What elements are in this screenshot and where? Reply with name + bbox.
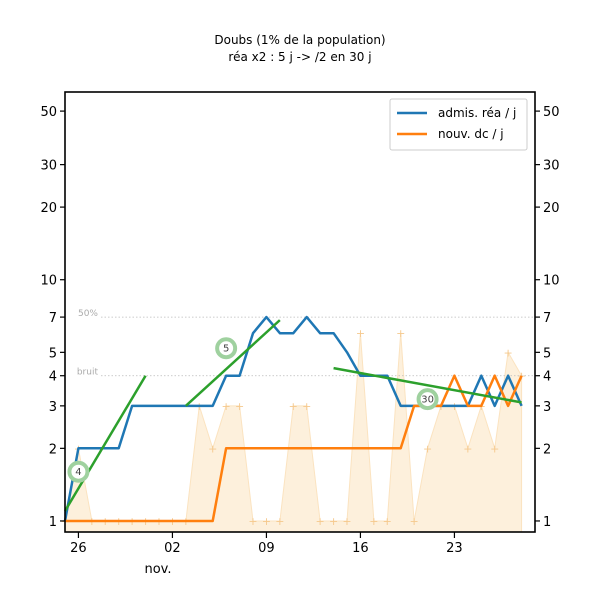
- background-daily-area-shape: [64, 333, 523, 533]
- background-daily-point: +: [316, 515, 325, 528]
- chart-title: Doubs (1% de la population): [214, 33, 385, 47]
- background-daily-point: +: [396, 327, 405, 340]
- background-daily-point: +: [356, 327, 365, 340]
- x-axis-ticks: 26 02 09 16 23: [70, 532, 463, 556]
- chart-subtitle: réa x2 : 5 j -> /2 en 30 j: [228, 50, 371, 64]
- trend-line-0: [63, 375, 147, 512]
- y-tick-label-right: 4: [543, 370, 551, 385]
- y-tick-label-right: 5: [543, 346, 551, 361]
- background-daily-point: +: [369, 515, 378, 528]
- y-tick-label-left: 5: [49, 346, 57, 361]
- background-daily-area: +++ + + + + + + ++++ ++ + ++ ++ + +++ +++++ ++++++: [60, 327, 526, 533]
- background-daily-point: +: [222, 400, 231, 413]
- background-daily-point: +: [490, 442, 499, 455]
- background-daily-point: +: [383, 515, 392, 528]
- y-tick-label-right: 1: [543, 515, 551, 530]
- y-tick-label-right: 30: [543, 159, 560, 174]
- background-daily-point: +: [248, 515, 257, 528]
- y-tick-label-left: 10: [40, 274, 57, 289]
- trend-marker-2: [416, 388, 439, 411]
- background-daily-point: +: [262, 515, 271, 528]
- background-daily-point: +: [329, 515, 338, 528]
- y-tick-label-right: 2: [543, 442, 551, 457]
- x-tick-label: 09: [258, 541, 275, 556]
- x-tick-label: 23: [446, 541, 463, 556]
- trend-line-2: [333, 366, 522, 404]
- legend-label-2: nouv. dc / j: [438, 127, 504, 141]
- background-daily-point: +: [235, 400, 244, 413]
- y-tick-label-left: 50: [40, 105, 57, 120]
- background-daily-point: +: [289, 400, 298, 413]
- background-daily-point: +: [342, 515, 351, 528]
- background-daily-point: +: [423, 442, 432, 455]
- y-tick-label-left: 1: [49, 515, 57, 530]
- x-tick-label: 26: [70, 541, 87, 556]
- y-tick-label-left: 3: [49, 400, 57, 415]
- y-tick-label-right: 3: [543, 400, 551, 415]
- background-daily-point: +: [208, 442, 217, 455]
- trend-marker-1: [215, 337, 238, 360]
- trend-marker-label-0: 4: [75, 467, 81, 478]
- x-month-label: nov.: [144, 562, 171, 577]
- y-tick-label-left: 7: [49, 311, 57, 326]
- y-axis-ticks: 1 1 2 2 3 3 4 4 5 5 7 7 10 10 20 20 30 30 50 50: [40, 105, 559, 530]
- background-daily-point: +: [504, 346, 513, 359]
- x-tick-label: 02: [164, 541, 181, 556]
- y-tick-label-left: 4: [49, 370, 57, 385]
- legend: admis. réa / j nouv. dc / j: [389, 98, 528, 151]
- trend-marker-label-1: 5: [223, 344, 229, 355]
- background-daily-point: +: [275, 515, 284, 528]
- y-tick-label-right: 7: [543, 311, 551, 326]
- y-tick-label-left: 2: [49, 442, 57, 457]
- background-daily-point: +: [463, 442, 472, 455]
- trend-marker-0: [67, 460, 90, 483]
- series-line-1: [65, 374, 523, 523]
- plot-frame: [64, 91, 536, 533]
- y-tick-label-right: 10: [543, 274, 560, 289]
- legend-label-1: admis. réa / j: [438, 106, 516, 120]
- reference-lines: 50% bruit: [77, 309, 535, 378]
- series-line-0: [63, 315, 523, 522]
- background-daily-point: +: [302, 400, 311, 413]
- data-series: [63, 315, 523, 523]
- trend-marker-label-2: 30: [421, 395, 434, 406]
- trend-lines: 4 5 30: [63, 319, 522, 512]
- y-tick-label-left: 20: [40, 201, 57, 216]
- trend-line-1: [185, 319, 281, 407]
- background-daily-point: +: [410, 515, 419, 528]
- y-tick-label-right: 20: [543, 201, 560, 216]
- x-tick-label: 16: [352, 541, 369, 556]
- y-tick-label-left: 30: [40, 159, 57, 174]
- reference-line-label-1: bruit: [77, 368, 99, 378]
- reference-line-label-0: 50%: [78, 309, 98, 319]
- y-tick-label-right: 50: [543, 105, 560, 120]
